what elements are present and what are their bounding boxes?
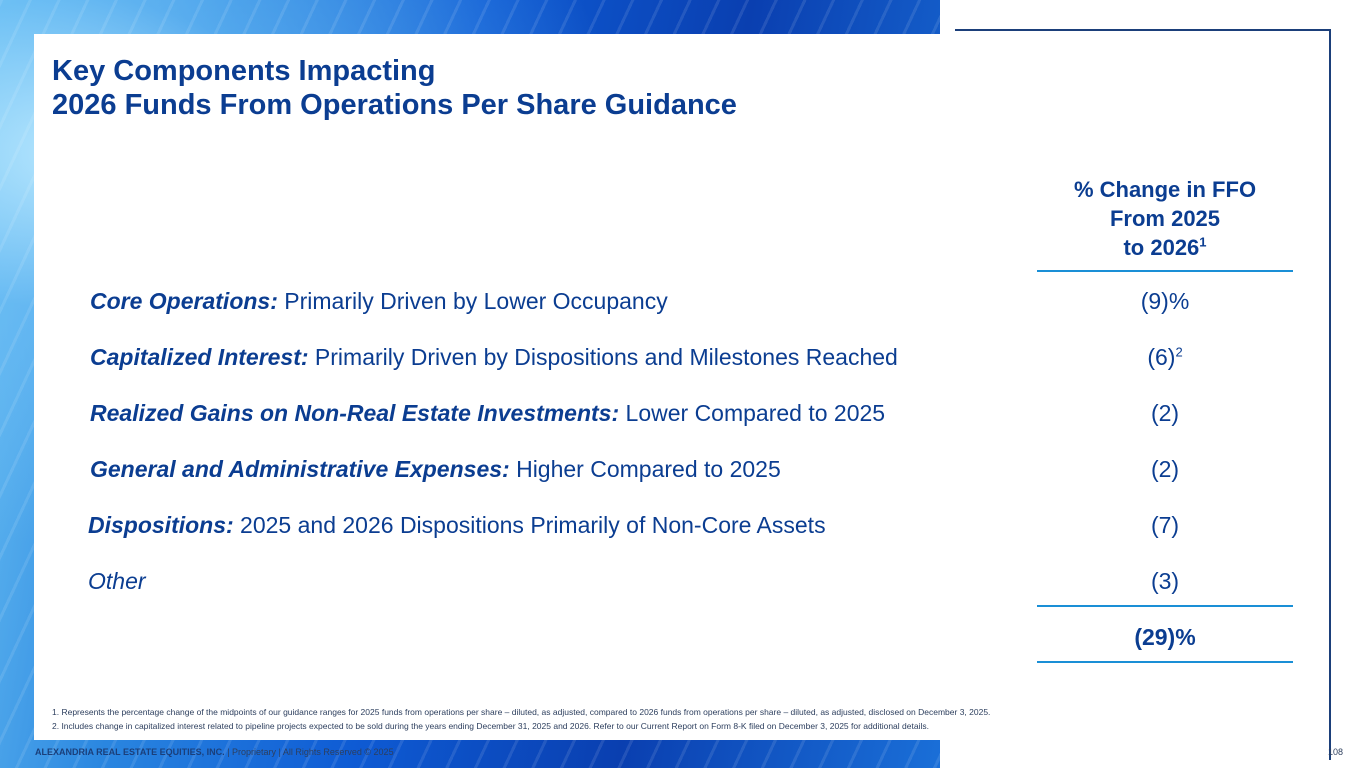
table-row: Realized Gains on Non-Real Estate Invest… [0,398,1300,428]
table-row: Capitalized Interest: Primarily Driven b… [0,342,1300,372]
title-line-1: Key Components Impacting [52,55,436,87]
row-label: Dispositions: 2025 and 2026 Dispositions… [88,512,826,538]
row-value: (2) [1150,456,1180,482]
page-title: Key Components Impacting 2026 Funds From… [52,54,737,122]
footnotes: 1. Represents the percentage change of t… [52,705,990,733]
column-header: % Change in FFO From 2025 to 20261 [1037,175,1293,262]
row-label: Other [88,568,146,594]
total-value: (29)% [1134,624,1196,650]
footnote-ref-1: 1 [1199,234,1207,250]
row-label: Capitalized Interest: Primarily Driven b… [90,344,898,370]
footer-copyright: ALEXANDRIA REAL ESTATE EQUITIES, INC. | … [35,747,394,757]
table-row: Dispositions: 2025 and 2026 Dispositions… [0,510,1300,540]
content-panel [34,34,1333,740]
row-label: Realized Gains on Non-Real Estate Invest… [90,400,886,426]
column-header-line-1: % Change in FFO [1073,177,1257,202]
column-header-line-3: to 20261 [1123,234,1207,260]
total-row: (29)% [0,622,1300,652]
table-row: General and Administrative Expenses: Hig… [0,454,1300,484]
footnote-2: 2. Includes change in capitalized intere… [52,721,929,731]
total-top-rule [1037,605,1293,607]
total-bottom-rule [1037,661,1293,663]
row-value: (2) [1150,400,1180,426]
row-value: (6)2 [1147,344,1183,370]
footnote-1: 1. Represents the percentage change of t… [52,707,991,717]
row-value: (3) [1150,568,1180,594]
page-number: 108 [1327,747,1343,757]
table-row: Other (3) [0,566,1300,596]
rights-text: | Proprietary | All Rights Reserved © 20… [224,747,394,757]
header-underline [1037,270,1293,272]
company-name: ALEXANDRIA REAL ESTATE EQUITIES, INC. [35,747,225,757]
row-label: General and Administrative Expenses: Hig… [90,456,781,482]
column-header-line-2: From 2025 [1109,206,1221,231]
row-value: (7) [1150,512,1180,538]
title-line-2: 2026 Funds From Operations Per Share Gui… [52,89,737,121]
row-label: Core Operations: Primarily Driven by Low… [90,288,668,314]
footnote-ref-2: 2 [1175,344,1183,360]
table-row: Core Operations: Primarily Driven by Low… [0,286,1300,316]
row-value: (9)% [1140,288,1190,314]
